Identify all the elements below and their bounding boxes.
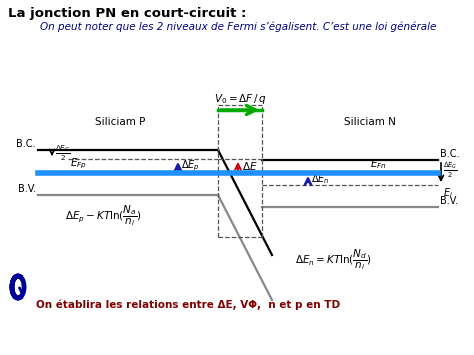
Text: $\Delta E_p - KT\ln(\dfrac{N_a}{n_i})$: $\Delta E_p - KT\ln(\dfrac{N_a}{n_i})$ <box>65 203 142 228</box>
Text: La jonction PN en court-circuit :: La jonction PN en court-circuit : <box>8 7 246 20</box>
Text: B.V.: B.V. <box>18 184 36 194</box>
Text: $\Delta E_p$: $\Delta E_p$ <box>181 159 200 173</box>
Text: On peut noter que les 2 niveaux de Fermi s’égalisent. C’est une loi générale: On peut noter que les 2 niveaux de Fermi… <box>40 21 437 32</box>
Text: On établira les relations entre ΔE, VΦ,  n et p en TD: On établira les relations entre ΔE, VΦ, … <box>36 299 340 310</box>
Text: B.C.: B.C. <box>440 149 459 159</box>
Text: Siliciam P: Siliciam P <box>95 117 145 127</box>
Text: Siliciam N: Siliciam N <box>344 117 396 127</box>
Text: $\frac{\Delta E_G}{2}$: $\frac{\Delta E_G}{2}$ <box>443 161 458 180</box>
Text: $V_0 = \Delta F\,/\,q$: $V_0 = \Delta F\,/\,q$ <box>214 92 266 106</box>
Text: $\Delta E$: $\Delta E$ <box>242 160 258 172</box>
Text: $E_{Fn}$: $E_{Fn}$ <box>370 157 387 171</box>
Text: B.C.: B.C. <box>17 139 36 149</box>
Text: $E_{Fp}$: $E_{Fp}$ <box>70 157 87 171</box>
Text: $E_i$: $E_i$ <box>443 186 453 200</box>
Text: $\frac{\Delta E_G}{2}$: $\frac{\Delta E_G}{2}$ <box>55 144 71 163</box>
Text: $\Delta E_n$: $\Delta E_n$ <box>311 172 329 186</box>
Text: $\Delta E_n = KT\ln(\dfrac{N_d}{n_i})$: $\Delta E_n = KT\ln(\dfrac{N_d}{n_i})$ <box>295 247 372 272</box>
Text: B.V.: B.V. <box>440 196 458 206</box>
